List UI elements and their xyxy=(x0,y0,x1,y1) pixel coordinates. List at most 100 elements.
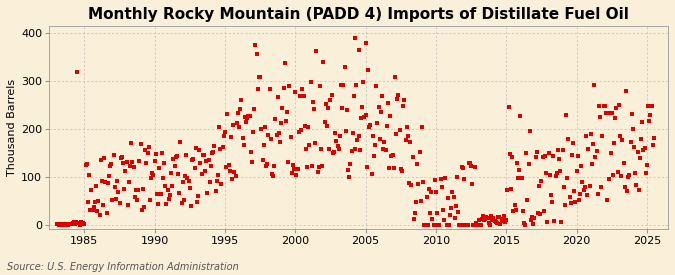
Point xyxy=(601,198,612,203)
Point xyxy=(617,138,628,142)
Point xyxy=(324,147,335,151)
Point xyxy=(508,209,518,213)
Point xyxy=(568,140,578,145)
Point xyxy=(453,210,464,215)
Point xyxy=(230,174,241,178)
Point xyxy=(571,168,582,173)
Point xyxy=(447,190,458,194)
Point xyxy=(192,194,203,199)
Point xyxy=(501,218,512,222)
Point xyxy=(423,187,434,191)
Point xyxy=(343,168,354,172)
Point xyxy=(628,145,639,150)
Point xyxy=(350,147,360,152)
Point xyxy=(142,151,153,155)
Point xyxy=(394,127,405,132)
Point xyxy=(529,216,540,221)
Point xyxy=(98,203,109,207)
Point xyxy=(168,157,179,161)
Point xyxy=(528,222,539,226)
Point xyxy=(610,116,621,121)
Point xyxy=(416,125,427,130)
Point xyxy=(362,68,373,73)
Point xyxy=(356,105,367,109)
Point xyxy=(114,201,125,205)
Point xyxy=(163,197,174,202)
Point xyxy=(380,147,391,152)
Point xyxy=(325,97,336,102)
Point xyxy=(626,111,637,116)
Point xyxy=(388,166,399,170)
Point xyxy=(63,222,74,226)
Point xyxy=(582,193,593,197)
Point xyxy=(237,136,248,140)
Point xyxy=(412,162,423,167)
Point xyxy=(207,151,217,155)
Point xyxy=(294,130,304,134)
Point xyxy=(558,185,569,189)
Point xyxy=(520,222,531,227)
Point xyxy=(590,155,601,159)
Point xyxy=(555,169,566,173)
Point xyxy=(477,214,488,218)
Point xyxy=(387,153,398,157)
Point xyxy=(467,182,478,186)
Point xyxy=(317,163,327,168)
Point xyxy=(641,171,651,175)
Point xyxy=(348,130,358,135)
Point xyxy=(119,186,130,191)
Point xyxy=(459,177,470,181)
Point xyxy=(202,191,213,195)
Point xyxy=(638,148,649,152)
Point xyxy=(141,160,152,165)
Point xyxy=(284,83,295,88)
Point xyxy=(310,141,321,145)
Point xyxy=(506,186,516,191)
Point xyxy=(259,125,270,129)
Point xyxy=(616,174,626,178)
Point xyxy=(160,184,171,188)
Point xyxy=(379,140,389,145)
Point xyxy=(619,185,630,189)
Point xyxy=(578,188,589,192)
Point xyxy=(130,188,141,193)
Point xyxy=(344,175,354,179)
Point xyxy=(512,161,522,166)
Point xyxy=(507,155,518,160)
Point xyxy=(563,137,574,142)
Point xyxy=(85,208,96,212)
Point xyxy=(531,150,542,154)
Point xyxy=(329,150,340,155)
Point xyxy=(267,171,277,176)
Point xyxy=(534,184,545,188)
Point xyxy=(377,94,387,98)
Point xyxy=(512,176,523,180)
Point xyxy=(419,223,430,227)
Point xyxy=(375,137,385,142)
Point xyxy=(318,60,329,65)
Point xyxy=(298,94,309,98)
Point xyxy=(425,211,435,215)
Point xyxy=(68,219,79,224)
Point xyxy=(500,220,510,224)
Point xyxy=(554,156,564,161)
Point xyxy=(570,200,581,205)
Point xyxy=(303,125,314,130)
Point xyxy=(337,106,348,110)
Point xyxy=(634,156,645,160)
Point xyxy=(66,222,77,226)
Point xyxy=(623,175,634,179)
Point xyxy=(514,168,524,172)
Point xyxy=(162,188,173,192)
Point xyxy=(238,142,249,147)
Point xyxy=(539,154,550,158)
Point xyxy=(59,223,70,227)
Point xyxy=(143,145,154,149)
Point xyxy=(232,110,243,115)
Point xyxy=(612,169,623,174)
Point xyxy=(122,203,133,208)
Point xyxy=(522,197,533,202)
Point xyxy=(211,179,222,183)
Point xyxy=(63,223,74,227)
Point xyxy=(235,106,246,111)
